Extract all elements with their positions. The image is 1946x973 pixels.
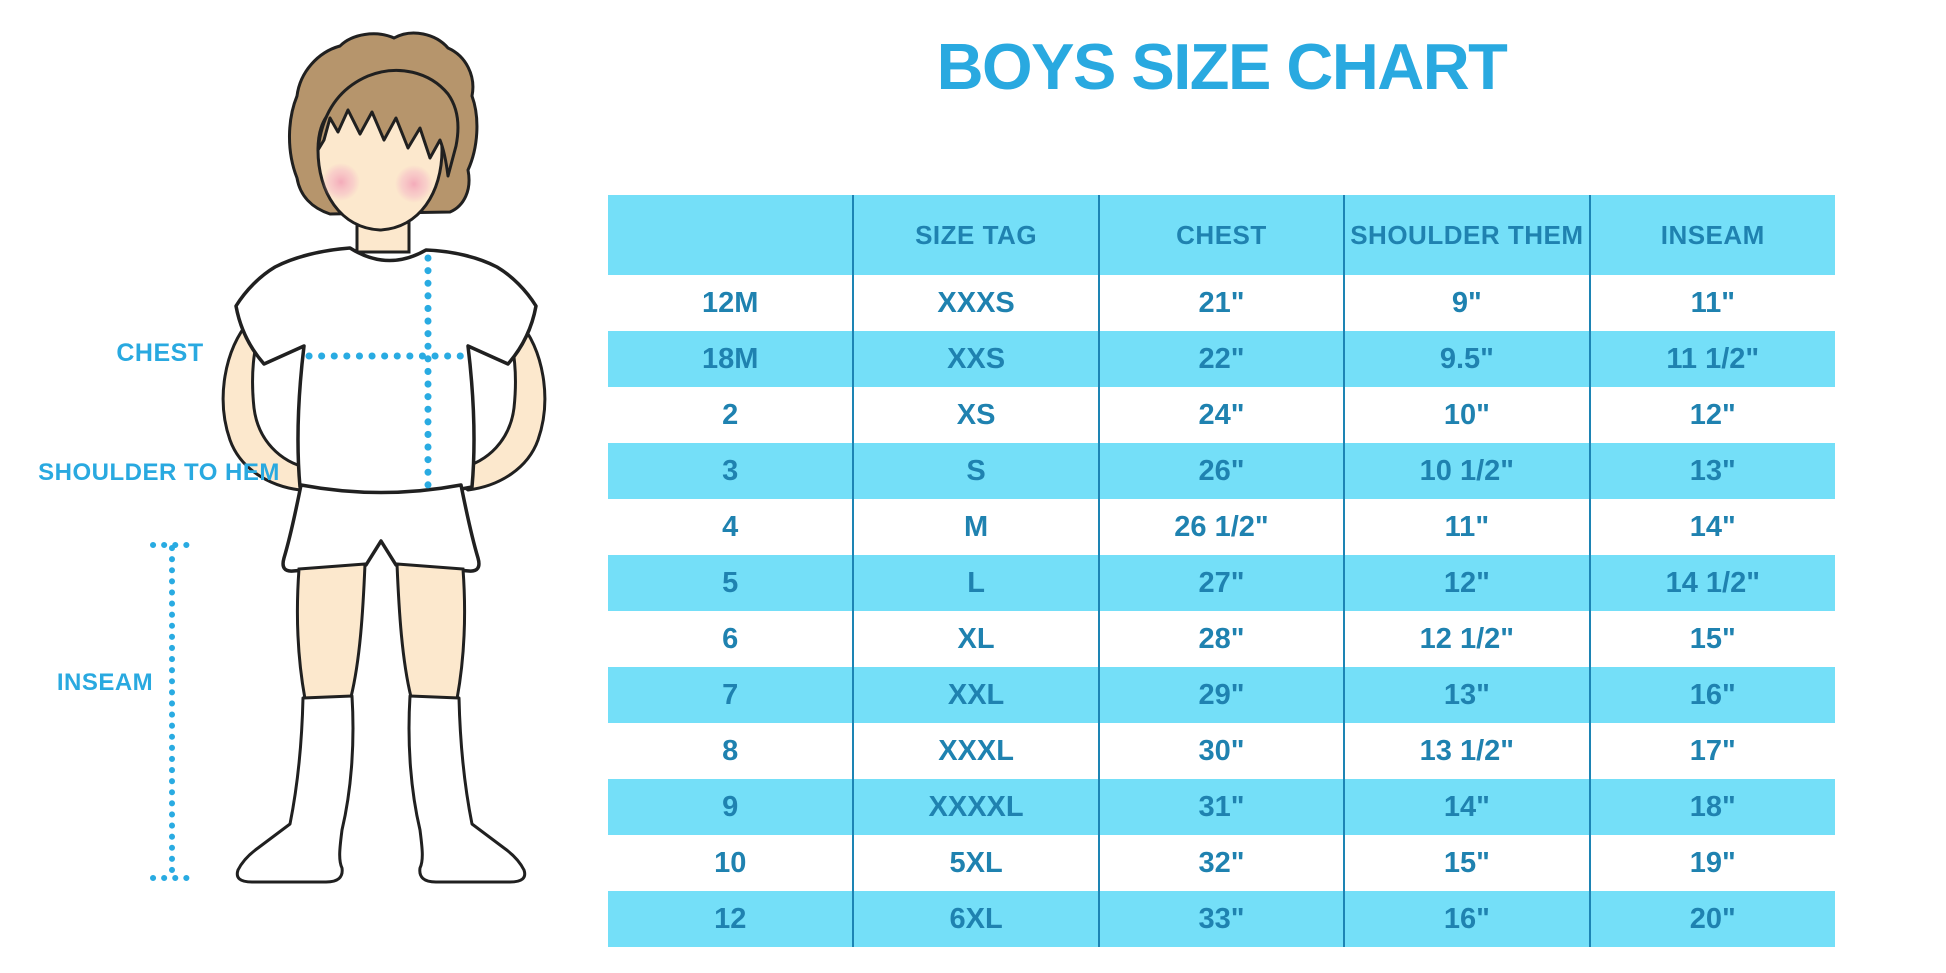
table-cell: 11 1/2" [1588, 331, 1835, 387]
table-cell: 32" [1097, 835, 1345, 891]
table-cell: XL [852, 611, 1099, 667]
table-cell: 12" [1588, 387, 1835, 443]
table-row: 5 L 27" 12" 14 1/2" [608, 555, 1835, 611]
shorts [281, 483, 481, 573]
table-cell: XXXL [852, 723, 1099, 779]
blush-right [395, 165, 433, 203]
table-cell: 28" [1097, 611, 1345, 667]
table-cell: 7 [608, 667, 854, 723]
header-row: SIZE TAG CHEST SHOULDER THEM INSEAM [608, 195, 1835, 275]
table-cell: 27" [1097, 555, 1345, 611]
table-cell: 13 1/2" [1343, 723, 1590, 779]
right-leg [395, 562, 467, 701]
table-cell: 31" [1097, 779, 1345, 835]
table-cell: 12 [608, 891, 854, 947]
table-cell: 24" [1097, 387, 1345, 443]
table-cell: 14 1/2" [1588, 555, 1835, 611]
table-row: 12 6XL 33" 16" 20" [608, 891, 1835, 947]
table-cell: 15" [1588, 611, 1835, 667]
size-table-wrap: SIZE TAG CHEST SHOULDER THEM INSEAM 12M XXXS… [608, 195, 1835, 947]
table-cell: 29" [1097, 667, 1345, 723]
size-table: SIZE TAG CHEST SHOULDER THEM INSEAM 12M XXXS… [608, 195, 1835, 947]
hair-fringe [316, 68, 460, 178]
page-title: BOYS SIZE CHART [936, 30, 1508, 103]
table-cell: 15" [1343, 835, 1590, 891]
table-cell: 11" [1343, 499, 1590, 555]
size-table-body: 12M XXXS 21" 9" 11" 18M XXS 22" 9.5" 11 1/2" 2 XS 24… [608, 275, 1835, 947]
table-row: 9 XXXXL 31" 14" 18" [608, 779, 1835, 835]
table-row: 6 XL 28" 12 1/2" 15" [608, 611, 1835, 667]
table-row: 8 XXXL 30" 13 1/2" 17" [608, 723, 1835, 779]
table-cell: 12M [701, 286, 759, 319]
column-header [608, 195, 854, 275]
table-cell: 10 1/2" [1343, 443, 1590, 499]
table-cell: 13" [1588, 443, 1835, 499]
table-cell: 12 1/2" [1343, 611, 1590, 667]
table-cell: 20" [1588, 891, 1835, 947]
table-cell: 19" [1588, 835, 1835, 891]
table-cell: 18" [1588, 779, 1835, 835]
table-cell: L [852, 555, 1099, 611]
table-row: 2 XS 24" 10" 12" [608, 387, 1835, 443]
table-cell: 6 [722, 622, 739, 655]
table-cell: 16" [1588, 667, 1835, 723]
table-cell: 13" [1343, 667, 1590, 723]
table-row: 18M XXS 22" 9.5" 11 1/2" [608, 331, 1835, 387]
table-cell: 14" [1588, 499, 1835, 555]
table-row: 4 M 26 1/2" 11" 14" [608, 499, 1835, 555]
table-cell: 3 [608, 443, 854, 499]
table-cell: 14" [1343, 779, 1590, 835]
table-cell: 5XL [852, 835, 1099, 891]
table-cell: 26 1/2" [1097, 499, 1345, 555]
table-cell: 2 [722, 398, 739, 431]
table-cell: 33" [1097, 891, 1345, 947]
table-cell: 6XL [852, 891, 1099, 947]
table-cell: 26" [1097, 443, 1345, 499]
table-cell: 22" [1097, 331, 1345, 387]
table-row: 7 XXL 29" 13" 16" [608, 667, 1835, 723]
boy-measurement-illustration [150, 31, 547, 884]
table-cell: S [852, 443, 1099, 499]
table-cell: 17" [1588, 723, 1835, 779]
table-cell: 5 [608, 555, 854, 611]
table-row: 12M XXXS 21" 9" 11" [608, 275, 1835, 331]
table-cell: 30" [1097, 723, 1345, 779]
table-cell: 8 [722, 734, 739, 767]
table-cell: XS [852, 387, 1099, 443]
table-cell: 9.5" [1343, 331, 1590, 387]
right-sock [407, 694, 527, 884]
table-cell: XXXS [852, 275, 1099, 331]
left-leg [295, 562, 367, 701]
shoulder-to-hem-label: SHOULDER TO HEM [38, 459, 280, 486]
table-cell: 9 [608, 779, 854, 835]
table-cell: XXS [852, 331, 1099, 387]
column-header: SIZE TAG [852, 195, 1099, 275]
column-header: SHOULDER THEM [1343, 195, 1590, 275]
table-cell: M [852, 499, 1099, 555]
column-header: INSEAM [1588, 195, 1835, 275]
table-cell: 16" [1343, 891, 1590, 947]
blush-left [322, 163, 360, 201]
table-cell: 12" [1343, 555, 1590, 611]
chest-label: CHEST [116, 339, 204, 367]
table-row: 10 5XL 32" 15" 19" [608, 835, 1835, 891]
table-cell: 21" [1097, 275, 1345, 331]
table-cell: 10 [714, 846, 747, 879]
size-table-header: SIZE TAG CHEST SHOULDER THEM INSEAM [608, 195, 1835, 275]
table-cell: 11" [1588, 275, 1835, 331]
table-cell: 4 [722, 510, 739, 543]
table-row: 3 S 26" 10 1/2" 13" [608, 443, 1835, 499]
inseam-label: INSEAM [56, 669, 154, 696]
table-cell: 9" [1343, 275, 1590, 331]
table-cell: 10" [1343, 387, 1590, 443]
left-sock [235, 694, 355, 884]
table-cell: 18M [608, 331, 854, 387]
table-cell: XXXXL [852, 779, 1099, 835]
column-header: CHEST [1097, 195, 1345, 275]
table-cell: XXL [852, 667, 1099, 723]
